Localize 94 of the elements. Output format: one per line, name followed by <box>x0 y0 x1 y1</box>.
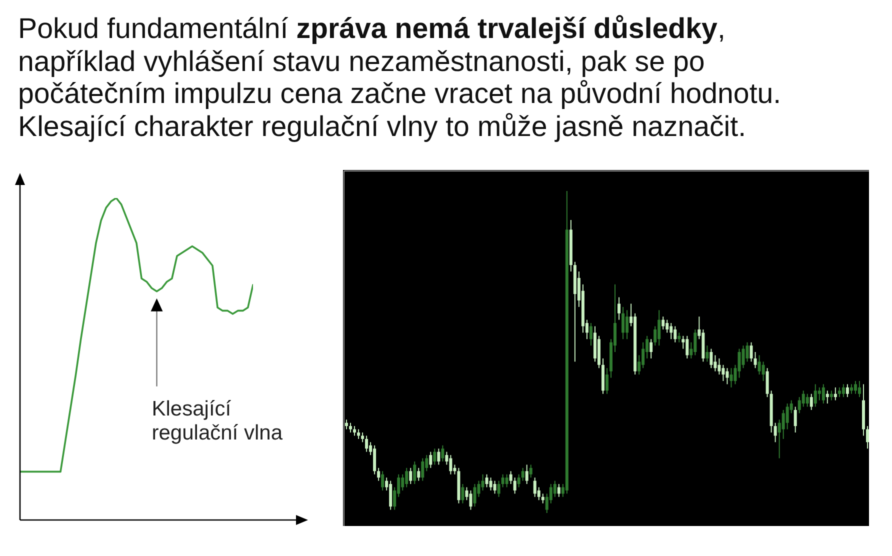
candlestick <box>553 480 556 498</box>
candlestick <box>429 451 432 468</box>
candlestick <box>373 444 376 475</box>
candlestick <box>854 380 857 394</box>
candlestick <box>413 460 416 485</box>
candlestick <box>589 322 592 346</box>
candlestick <box>858 380 861 398</box>
candlestick <box>830 390 833 401</box>
candlestick <box>794 406 797 433</box>
candlestick <box>517 474 520 488</box>
candlestick <box>710 348 713 369</box>
candlestick <box>626 310 629 340</box>
candlestick <box>818 386 821 401</box>
candlestick <box>557 484 560 498</box>
candlestick <box>405 467 408 488</box>
candlestick <box>505 474 508 488</box>
chart-title: Pokud fundamentální zpráva nemá trvalejší důsledky, například vyhlášení stavu nezaměstnanosti, pak se po počátečním impulzu cena začne vracet na původní hodnotu. Klesající charakter regulační vlny to může jasně naznačit. <box>18 13 782 142</box>
candlestick <box>501 474 504 488</box>
candlestick <box>437 448 440 466</box>
candlestick <box>401 474 404 491</box>
candlestick <box>509 470 512 485</box>
candlestick <box>521 467 524 482</box>
candlestick <box>409 467 412 485</box>
candlestick <box>746 342 749 362</box>
candlestick <box>485 474 488 488</box>
candlestick <box>762 361 765 382</box>
candlestick <box>658 310 661 346</box>
candlestick <box>714 354 717 372</box>
candlestick <box>449 454 452 475</box>
candlestick <box>670 322 673 340</box>
candlestick <box>441 444 444 462</box>
candlestick <box>529 464 532 478</box>
candlestick <box>850 384 853 394</box>
candlestick <box>533 477 536 498</box>
candlestick <box>838 386 841 398</box>
candlestick <box>718 358 721 376</box>
candlestick <box>525 464 528 485</box>
candlestick <box>361 432 364 443</box>
candlestick <box>834 386 837 401</box>
candlestick <box>798 396 801 414</box>
candlestick <box>433 448 436 466</box>
candlestick <box>365 435 368 452</box>
candlestick <box>662 316 665 330</box>
candlestick <box>822 384 825 404</box>
candlestick <box>806 393 809 408</box>
candlestick <box>754 352 757 369</box>
candlestick <box>421 458 424 482</box>
candlestick <box>846 384 849 398</box>
candlestick <box>622 306 625 340</box>
candlestick <box>349 422 352 433</box>
candlestick <box>497 480 500 498</box>
candlestick <box>810 393 813 410</box>
candlestick <box>742 345 745 369</box>
candlestick <box>389 480 392 510</box>
candlestick <box>782 409 785 440</box>
candlestick <box>766 368 769 398</box>
candlestick <box>686 335 689 359</box>
candlestick <box>381 470 384 491</box>
candlestick <box>786 403 789 430</box>
candlestick <box>706 345 709 362</box>
candlestick <box>814 384 817 408</box>
candlestick <box>493 480 496 494</box>
candlestick <box>650 338 653 359</box>
candlestick <box>642 342 645 369</box>
candlestick <box>345 419 348 430</box>
candlestick <box>605 368 608 394</box>
candlestick <box>461 484 464 504</box>
candlestick <box>353 426 356 436</box>
candlestick <box>469 490 472 510</box>
candlestick <box>513 477 516 494</box>
candlestick <box>678 332 681 343</box>
candlestick <box>377 467 380 482</box>
candlestick <box>694 328 697 356</box>
candlestick <box>357 428 360 440</box>
candlestick <box>481 474 484 491</box>
candlestick <box>722 364 725 382</box>
candlestick <box>750 342 753 362</box>
candlestick <box>417 467 420 482</box>
candlestick <box>730 368 733 388</box>
candlestick <box>738 348 741 378</box>
candlestick <box>774 422 777 443</box>
candlestick <box>489 477 492 491</box>
candlestick <box>826 390 829 404</box>
candlestick <box>758 354 761 376</box>
candlestick <box>674 326 677 343</box>
candlestick <box>726 368 729 385</box>
candlestick <box>618 296 621 320</box>
annotation: Klesající regulační vlna <box>152 397 283 444</box>
candlestick <box>842 384 845 398</box>
candlestick <box>541 493 544 504</box>
candlestick <box>802 390 805 408</box>
candlestick <box>666 319 669 334</box>
candlestick <box>866 426 869 450</box>
candlestick <box>473 484 476 508</box>
